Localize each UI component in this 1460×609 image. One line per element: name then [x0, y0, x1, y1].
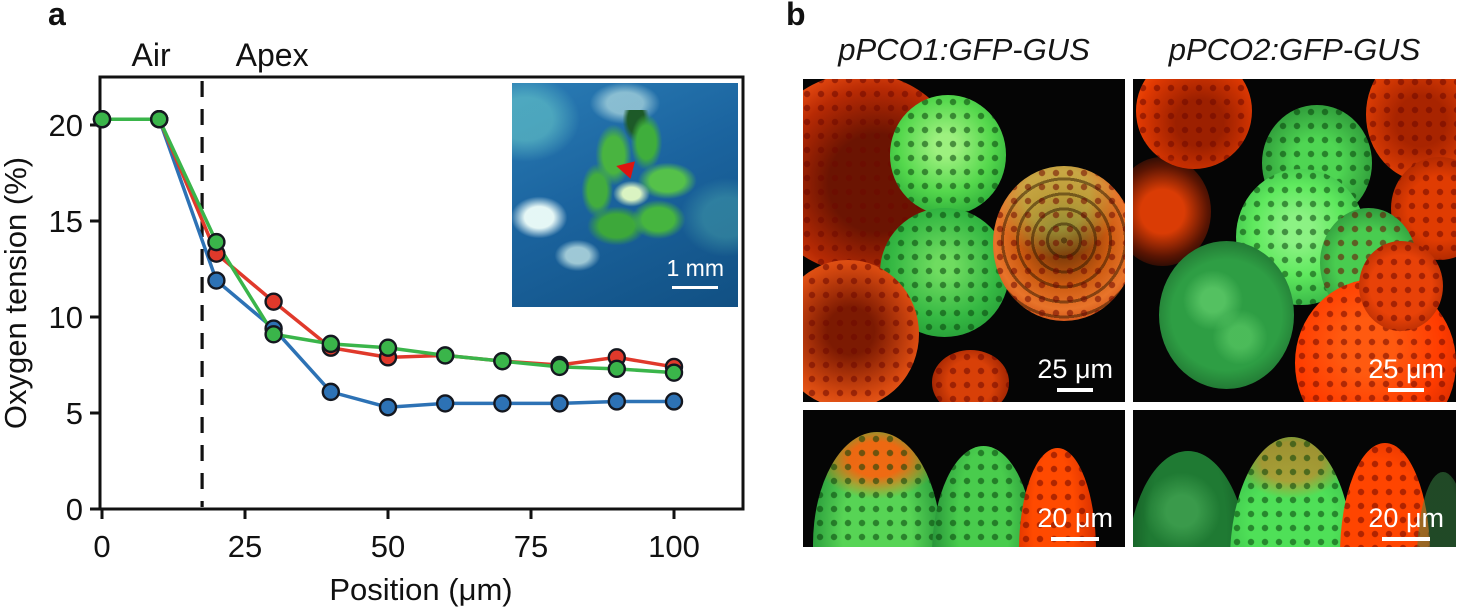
confocal-image-pco2-embryos: 25 μm	[1133, 79, 1456, 402]
x-axis-title: Position (μm)	[329, 572, 512, 607]
embryo-blob	[992, 166, 1125, 322]
y-tick-label: 5	[66, 396, 83, 431]
apex-region-label: Apex	[236, 37, 309, 73]
scale-bar: 25 μm	[1368, 354, 1444, 392]
data-point-series-blue	[436, 394, 455, 413]
scale-bar: 20 μm	[1368, 503, 1444, 541]
data-point-series-blue	[607, 392, 626, 411]
scale-bar-line	[1057, 388, 1094, 392]
embryo-blob	[1158, 240, 1295, 390]
data-point-series-green	[607, 359, 626, 379]
embryo-blob	[889, 95, 1006, 215]
x-tick-label: 100	[648, 529, 700, 564]
data-point-series-blue	[207, 271, 226, 290]
seedling-inset-photo: 1 mm	[512, 83, 738, 307]
scale-bar: 25 μm	[1037, 354, 1113, 392]
inset-scale-label: 1 mm	[666, 255, 725, 281]
confocal-image-pco1-embryos: 25 μm	[803, 79, 1125, 402]
panel-a-label: a	[48, 0, 66, 32]
data-point-series-green	[149, 110, 169, 129]
inset-scale-line	[672, 286, 719, 289]
y-tick-label: 15	[49, 204, 83, 239]
y-tick-label: 0	[66, 492, 83, 527]
oxygen-tension-chart: 0 5 10 15 20 0 25 50 75 100 Position (μm) Oxygen te…	[0, 37, 745, 607]
scale-bar-line	[1051, 537, 1100, 541]
data-point-series-green	[664, 363, 684, 382]
data-point-series-green	[321, 334, 340, 354]
panel-b-label: b	[786, 0, 806, 32]
data-point-series-blue	[378, 398, 398, 417]
confocal-section-pco1: 20 μm	[803, 410, 1125, 547]
y-tick-label: 20	[49, 108, 83, 143]
data-point-series-green	[207, 232, 226, 252]
data-point-series-blue	[321, 382, 340, 402]
x-tick-label: 75	[514, 529, 548, 564]
data-point-series-green	[264, 325, 283, 344]
data-point-series-green	[550, 357, 569, 377]
pco2-column-title: pPCO2:GFP-GUS	[1168, 32, 1421, 67]
embryo-blob	[803, 259, 919, 402]
seedling-rosette	[557, 109, 707, 272]
confocal-section-pco2: 20 μm	[1133, 410, 1456, 547]
data-point-series-blue	[550, 394, 569, 413]
scale-bar-label: 20 μm	[1368, 503, 1444, 533]
scale-bar-label: 25 μm	[1037, 354, 1113, 384]
data-point-series-green	[436, 346, 455, 365]
inset-scale-bar: 1 mm	[666, 255, 725, 289]
scale-bar-line	[1388, 388, 1425, 392]
air-region-label: Air	[131, 37, 170, 73]
x-tick-label: 50	[371, 529, 405, 564]
plot-frame	[98, 75, 745, 511]
data-point-series-green	[493, 351, 512, 371]
data-point-series-red	[264, 292, 283, 311]
data-point-series-green	[92, 110, 112, 129]
data-point-series-green	[378, 338, 398, 357]
embryo-blob	[1359, 240, 1444, 332]
scale-bar-line	[1382, 537, 1431, 541]
y-axis-title: Oxygen tension (%)	[0, 157, 33, 429]
pco1-column-title: pPCO1:GFP-GUS	[838, 32, 1090, 67]
scale-bar-label: 20 μm	[1037, 503, 1113, 533]
scale-bar-label: 25 μm	[1368, 354, 1444, 384]
embryo-blob	[1136, 79, 1253, 170]
embryo-mound	[1229, 437, 1353, 547]
embryo-mound	[812, 431, 942, 547]
x-tick-label: 25	[228, 529, 262, 564]
y-tick-label: 10	[49, 300, 83, 335]
scale-bar: 20 μm	[1037, 503, 1113, 541]
x-tick-label: 0	[93, 529, 110, 564]
data-point-series-blue	[664, 392, 684, 411]
data-point-series-blue	[493, 394, 512, 413]
embryo-blob	[931, 350, 1010, 402]
